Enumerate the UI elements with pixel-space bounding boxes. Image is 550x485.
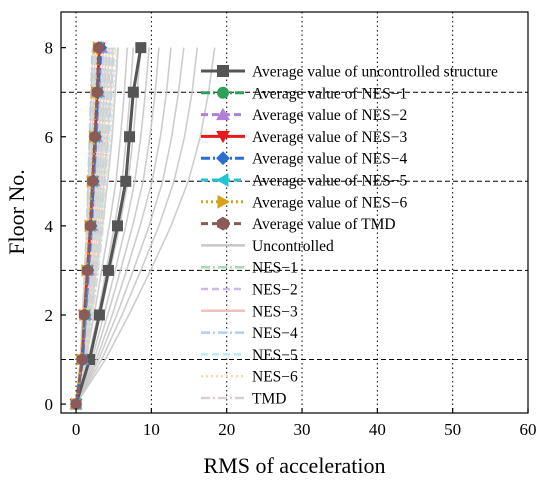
x-tick-label-0: 0 bbox=[72, 420, 81, 439]
legend-label-average-7: Average value of NES−6 bbox=[252, 194, 407, 211]
legend-label-average-5: Average value of NES−4 bbox=[252, 151, 407, 168]
x-tick-label-60: 60 bbox=[520, 420, 537, 439]
controlled-curve-6-6 bbox=[75, 47, 110, 405]
average-point-8-floor-6 bbox=[89, 130, 101, 144]
legend-label-average-2: Average value of NES−1 bbox=[252, 85, 407, 102]
controlled-curve-6-5 bbox=[75, 47, 107, 405]
average-point-8-floor-4 bbox=[84, 219, 96, 233]
uncontrolled-curve-6 bbox=[75, 47, 160, 405]
average-point-1-floor-8 bbox=[135, 42, 147, 54]
average-point-8-floor-3 bbox=[81, 264, 93, 277]
y-tick-label-4: 4 bbox=[45, 217, 54, 236]
legend-label-average-6: Average value of NES−5 bbox=[252, 173, 407, 190]
y-tick-label-2: 2 bbox=[45, 306, 54, 325]
legend-marker-average-6 bbox=[216, 173, 229, 187]
legend-label-average-3: Average value of NES−2 bbox=[252, 107, 407, 124]
legend-marker-average-3 bbox=[216, 107, 230, 121]
legend-marker-average-7 bbox=[217, 194, 230, 209]
average-point-8-floor-8 bbox=[93, 41, 105, 54]
legend-label-individual-8: TMD bbox=[252, 391, 286, 408]
legend-label-individual-4: NES−3 bbox=[252, 303, 298, 320]
controlled-curve-6-7 bbox=[75, 47, 113, 405]
uncontrolled-curve-5 bbox=[75, 47, 150, 405]
average-point-1-floor-6 bbox=[124, 131, 136, 143]
legend-label-average-4: Average value of NES−3 bbox=[252, 129, 407, 146]
uncontrolled-curve-9 bbox=[75, 47, 199, 405]
legend-marker-average-1 bbox=[217, 65, 229, 77]
legend-label-individual-3: NES−2 bbox=[252, 282, 298, 299]
x-axis-label: RMS of acceleration bbox=[203, 453, 385, 478]
average-point-8-floor-7 bbox=[91, 85, 103, 99]
x-tick-label-30: 30 bbox=[294, 420, 311, 439]
average-point-1-floor-4 bbox=[111, 220, 123, 232]
controlled-curve-6-8 bbox=[75, 47, 118, 405]
legend-label-average-1: Average value of uncontrolled structure bbox=[252, 64, 498, 81]
uncontrolled-curve-8 bbox=[75, 47, 185, 405]
x-axis-ticks: 0 10 20 30 40 50 60 bbox=[72, 408, 537, 439]
y-tick-label-8: 8 bbox=[45, 39, 54, 58]
legend-label-individual-6: NES−5 bbox=[252, 347, 298, 364]
y-axis-label: Floor No. bbox=[4, 169, 29, 255]
y-tick-label-0: 0 bbox=[45, 395, 54, 414]
legend-label-individual-5: NES−4 bbox=[252, 325, 298, 342]
average-point-1-floor-5 bbox=[120, 175, 132, 187]
x-tick-label-10: 10 bbox=[143, 420, 160, 439]
plot-frame bbox=[60, 11, 529, 414]
average-curves bbox=[69, 41, 147, 411]
legend-marker-average-5 bbox=[216, 151, 230, 166]
legend-marker-average-4 bbox=[216, 130, 230, 144]
average-point-8-floor-5 bbox=[87, 175, 99, 188]
average-point-1-floor-2 bbox=[93, 309, 105, 321]
uncontrolled-curve-7 bbox=[75, 47, 172, 405]
uncontrolled-curve-10 bbox=[75, 47, 216, 405]
average-point-1-floor-7 bbox=[127, 86, 139, 98]
average-point-1-floor-3 bbox=[102, 264, 114, 276]
y-axis-ticks: 0 2 4 6 8 bbox=[45, 39, 66, 414]
x-tick-label-40: 40 bbox=[369, 420, 386, 439]
average-point-8-floor-1 bbox=[76, 353, 88, 366]
legend-marker-average-8 bbox=[217, 216, 229, 231]
x-tick-label-50: 50 bbox=[444, 420, 461, 439]
x-tick-label-20: 20 bbox=[218, 420, 235, 439]
legend-marker-average-2 bbox=[217, 86, 229, 99]
y-tick-label-6: 6 bbox=[45, 128, 54, 147]
legend: Average value of uncontrolled structure A… bbox=[201, 64, 498, 408]
legend-label-individual-1: Uncontrolled bbox=[252, 238, 334, 255]
average-point-8-floor-2 bbox=[78, 308, 90, 322]
legend-label-individual-2: NES−1 bbox=[252, 260, 298, 277]
average-point-1-floor-1 bbox=[84, 354, 96, 366]
legend-label-individual-7: NES−6 bbox=[252, 369, 298, 386]
average-point-8-floor-0 bbox=[70, 397, 82, 411]
legend-label-average-8: Average value of TMD bbox=[252, 216, 396, 233]
grid-lines bbox=[61, 12, 528, 413]
